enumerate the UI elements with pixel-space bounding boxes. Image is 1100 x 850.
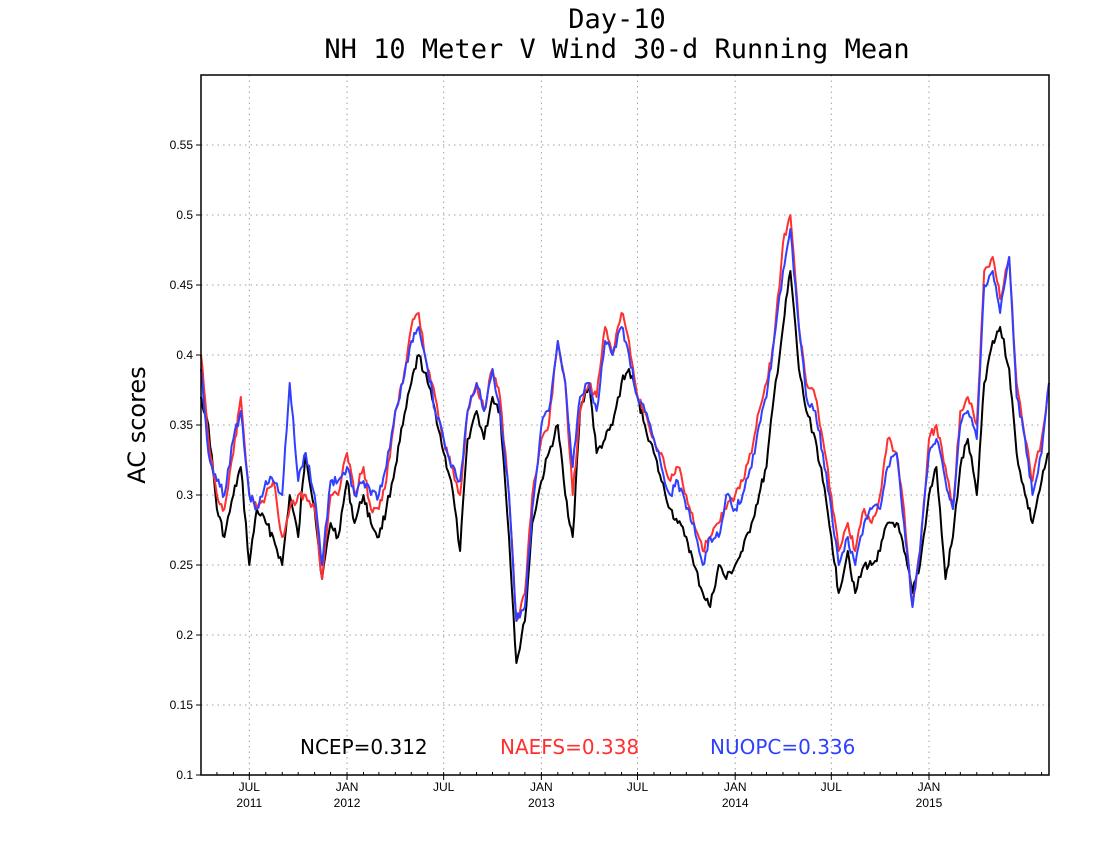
x-tick-label: JAN xyxy=(724,780,747,794)
y-tick-label: 0.25 xyxy=(170,558,194,572)
y-axis-label: AC scores xyxy=(123,366,151,483)
x-tick-label: JUL xyxy=(433,780,455,794)
x-tick-year-label: 2014 xyxy=(722,796,749,810)
x-tick-year-label: 2013 xyxy=(528,796,555,810)
y-tick-label: 0.3 xyxy=(176,488,193,502)
x-tick-year-label: 2012 xyxy=(334,796,361,810)
y-axis: 0.1 0.15 0.2 0.25 0.3 0.35 0.4 0.45 0.5 0.55 xyxy=(170,138,201,782)
grid-lines xyxy=(201,75,1049,775)
y-tick-label: 0.15 xyxy=(170,698,194,712)
x-tick-label: JAN xyxy=(530,780,553,794)
x-tick-label: JUL xyxy=(821,780,843,794)
y-tick-label: 0.5 xyxy=(176,208,193,222)
x-tick-label: JAN xyxy=(918,780,941,794)
series-line-ncep xyxy=(200,270,1050,664)
score-label-naefs: NAEFS=0.338 xyxy=(500,735,639,759)
x-tick-label: JAN xyxy=(336,780,359,794)
chart-title: Day-10 xyxy=(568,4,666,35)
y-tick-label: 0.4 xyxy=(176,348,193,362)
y-tick-label: 0.35 xyxy=(170,418,194,432)
series-line-naefs xyxy=(200,214,1050,622)
series-line-nuopc xyxy=(200,228,1050,622)
score-label-nuopc: NUOPC=0.336 xyxy=(710,735,855,759)
chart-subtitle: NH 10 Meter V Wind 30-d Running Mean xyxy=(324,34,909,65)
x-tick-year-label: 2015 xyxy=(916,796,943,810)
y-tick-label: 0.1 xyxy=(176,768,193,782)
x-tick-label: JUL xyxy=(239,780,261,794)
y-tick-label: 0.2 xyxy=(176,628,193,642)
y-tick-label: 0.55 xyxy=(170,138,194,152)
legend: NCEP=0.312 NAEFS=0.338 NUOPC=0.336 xyxy=(300,735,855,759)
x-tick-label: JUL xyxy=(627,780,649,794)
x-axis: JUL 2011 JAN 2012 JUL JAN 2013 JUL JAN 2014 JUL JAN… xyxy=(200,772,1043,810)
x-tick-year-label: 2011 xyxy=(236,796,262,810)
score-label-ncep: NCEP=0.312 xyxy=(300,735,428,759)
series-lines xyxy=(200,214,1050,664)
y-tick-label: 0.45 xyxy=(170,278,194,292)
